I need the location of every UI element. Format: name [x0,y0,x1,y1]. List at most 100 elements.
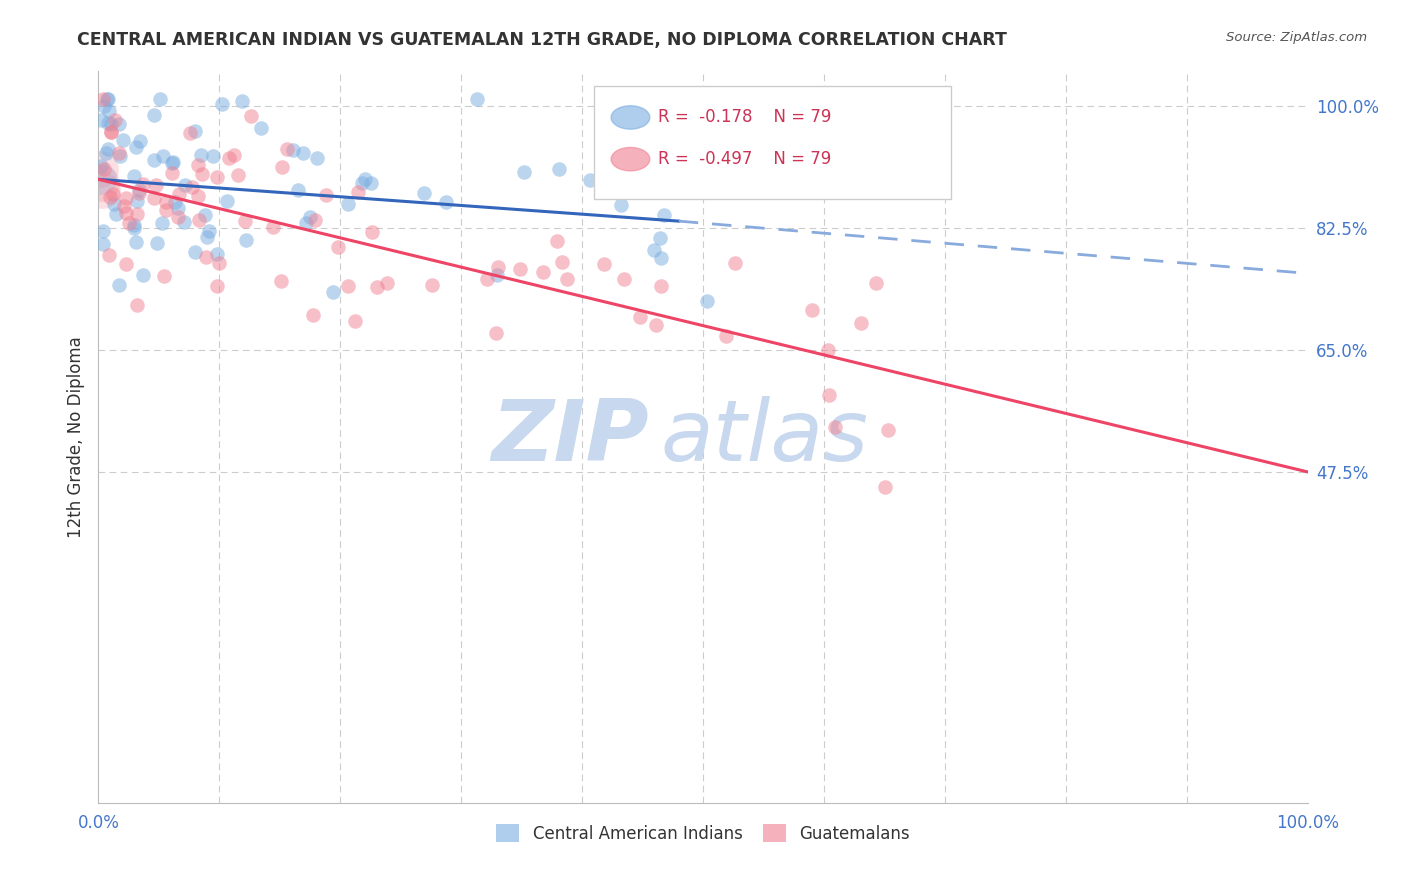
Text: ZIP: ZIP [491,395,648,479]
Point [302,308,325,322]
Point [281,143,304,157]
Point [315,188,337,202]
Point [207,170,229,185]
Point [162,166,184,180]
Point [420,277,443,292]
Point [105,207,128,221]
Point [360,176,382,190]
Point [128,183,150,197]
Point [90,176,112,190]
Point [131,177,153,191]
Text: R =  -0.497    N = 79: R = -0.497 N = 79 [658,150,831,168]
Point [235,233,257,247]
Point [226,169,249,183]
Point [652,208,675,222]
Point [153,268,176,283]
Point [127,206,149,220]
Point [801,302,824,317]
Point [343,314,366,328]
Point [184,245,207,260]
Point [195,229,218,244]
Point [509,262,531,277]
Point [112,199,135,213]
Point [96,116,118,130]
Point [96,92,118,106]
Point [186,158,208,172]
Point [90,172,112,186]
Point [143,153,166,167]
Point [108,149,131,163]
Point [117,216,139,230]
Point [875,480,897,494]
Point [93,99,115,113]
Point [211,96,233,111]
Point [337,197,360,211]
Point [366,279,388,293]
Point [865,276,887,290]
Point [107,278,129,293]
Point [184,124,207,138]
Point [644,318,666,332]
Point [592,257,614,271]
Point [352,176,374,190]
Point [191,167,214,181]
Point [208,255,231,269]
Point [122,220,145,235]
Point [103,197,125,211]
Point [97,92,120,106]
Point [578,172,600,186]
Point [122,218,145,232]
Point [114,206,136,220]
Point [155,202,177,217]
Point [152,148,174,162]
Point [304,213,326,227]
Point [190,147,212,161]
Point [197,224,219,238]
Point [143,108,166,122]
Point [239,109,262,123]
Point [103,113,125,128]
Point [129,134,152,148]
Point [465,92,488,106]
Point [194,208,217,222]
Point [546,234,568,248]
Point [205,279,228,293]
Point [97,142,120,156]
Point [648,230,671,244]
Text: CENTRAL AMERICAN INDIAN VS GUATEMALAN 12TH GRADE, NO DIPLOMA CORRELATION CHART: CENTRAL AMERICAN INDIAN VS GUATEMALAN 12… [77,31,1007,49]
Point [322,285,344,300]
Point [187,188,209,202]
Point [876,424,898,438]
Legend: Central American Indians, Guatemalans: Central American Indians, Guatemalans [489,818,917,849]
Point [817,343,839,358]
Circle shape [612,106,650,129]
Point [115,191,138,205]
Point [287,182,309,196]
Point [127,298,149,312]
Point [100,125,122,139]
Y-axis label: 12th Grade, No Diploma: 12th Grade, No Diploma [66,336,84,538]
Point [375,277,398,291]
Point [89,161,111,176]
Point [125,140,148,154]
Point [90,113,112,128]
Point [270,160,292,174]
Point [824,420,846,434]
Point [91,92,114,106]
Point [125,235,148,249]
Point [643,176,665,190]
Point [108,117,131,131]
Point [486,260,509,275]
Point [155,195,177,210]
FancyBboxPatch shape [595,86,950,200]
Point [100,125,122,139]
Text: atlas: atlas [661,395,869,479]
Point [150,216,173,230]
Point [231,94,253,108]
Point [218,151,240,165]
Point [475,272,498,286]
Point [299,210,322,224]
Point [548,161,571,176]
Point [724,256,747,270]
Point [851,316,873,330]
